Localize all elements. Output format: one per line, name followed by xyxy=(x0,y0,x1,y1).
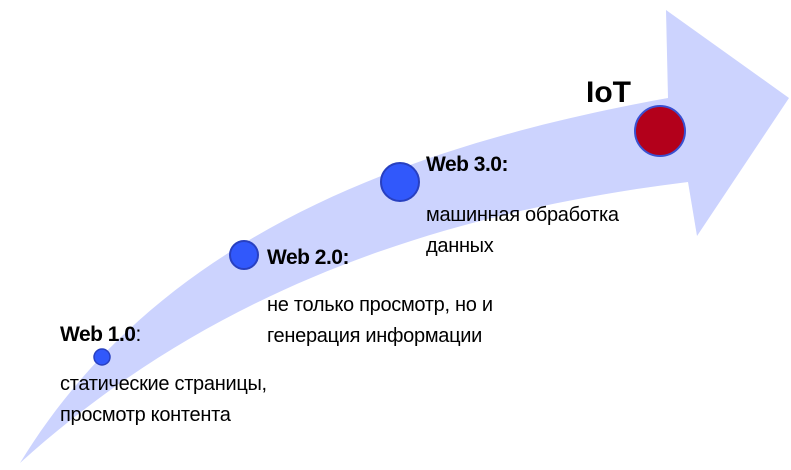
iot-title: IoT xyxy=(586,76,631,109)
web3-node xyxy=(380,162,420,202)
web2-title: Web 2.0: xyxy=(267,246,349,269)
web1-title: Web 1.0: xyxy=(60,323,141,347)
iot-node xyxy=(634,105,686,157)
growth-arrow xyxy=(20,10,789,463)
web1-colon: : xyxy=(135,323,141,346)
web1-line: просмотр контента xyxy=(60,404,231,426)
web1-node xyxy=(93,348,111,366)
web3-title: Web 3.0: xyxy=(426,153,508,176)
web1-title-text: Web 1.0 xyxy=(60,323,136,346)
web2-line: генерация информации xyxy=(267,325,482,347)
web3-line: машинная обработка xyxy=(426,204,619,226)
web1-description: статические страницы, просмотр контента xyxy=(60,369,267,431)
web3-description: машинная обработка данных xyxy=(426,200,619,262)
web2-node xyxy=(229,240,259,270)
web1-line: статические страницы, xyxy=(60,373,267,395)
web2-line: не только просмотр, но и xyxy=(267,294,493,316)
web3-line: данных xyxy=(426,235,494,257)
web2-description: не только просмотр, но и генерация инфор… xyxy=(267,290,493,352)
